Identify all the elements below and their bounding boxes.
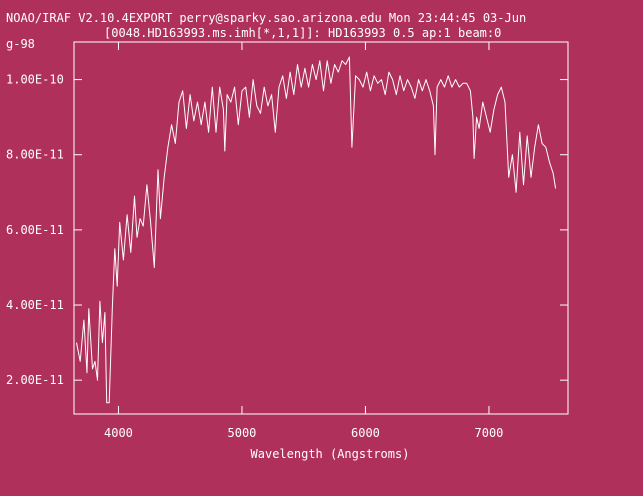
y-tick-label: 6.00E-11: [6, 223, 64, 237]
x-tick-label: 5000: [228, 426, 257, 440]
header-line-2: [0048.HD163993.ms.imh[*,1,1]]: HD163993 …: [104, 26, 501, 40]
y-tick-label: 4.00E-11: [6, 298, 64, 312]
series-layer: [76, 56, 557, 404]
plot-frame: [73, 41, 569, 415]
y-tick-label: 1.00E-10: [6, 73, 64, 87]
x-axis-ticks: 4000 5000 6000 7000: [104, 42, 503, 440]
x-tick-label: 7000: [475, 426, 504, 440]
y-axis-ticks: 2.00E-11 4.00E-11 6.00E-11 8.00E-11 1.00E-10: [6, 73, 568, 387]
y-tick-label: 8.00E-11: [6, 148, 64, 162]
x-tick-label: 4000: [104, 426, 133, 440]
corner-label: g-98: [6, 37, 35, 51]
spectrum-line: [76, 56, 557, 404]
x-tick-label: 6000: [351, 426, 380, 440]
x-axis-label: Wavelength (Angstroms): [251, 447, 410, 461]
y-tick-label: 2.00E-11: [6, 373, 64, 387]
header-line-1: NOAO/IRAF V2.10.4EXPORT perry@sparky.sao…: [6, 11, 526, 25]
